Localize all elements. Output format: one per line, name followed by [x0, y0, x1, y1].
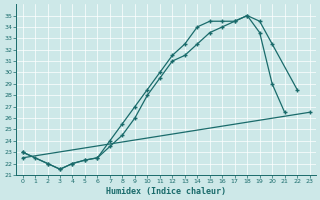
X-axis label: Humidex (Indice chaleur): Humidex (Indice chaleur): [106, 187, 226, 196]
